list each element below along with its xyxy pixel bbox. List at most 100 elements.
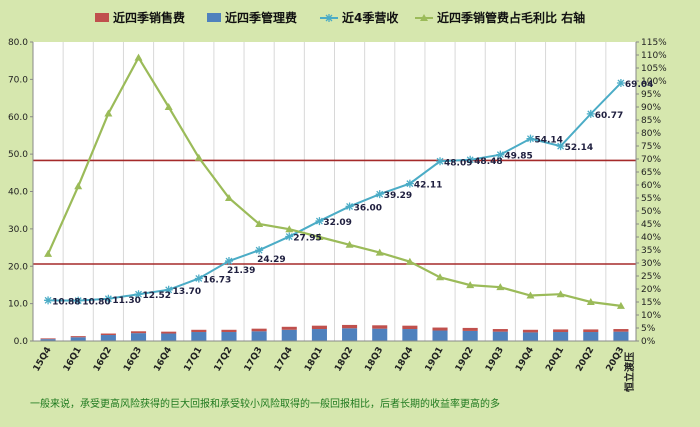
right-axis-tick-label: 0% (641, 337, 656, 347)
bar-management (40, 339, 56, 341)
bar-management (462, 330, 478, 341)
x-tick-label: 17Q2 (213, 346, 235, 374)
legend-label: 近四季管理费 (225, 10, 297, 25)
x-tick-label: 20Q1 (544, 346, 566, 374)
bar-sales (342, 324, 358, 329)
revenue-data-label: 60.77 (595, 111, 623, 121)
revenue-data-label: 10.80 (82, 298, 110, 308)
right-axis-tick-label: 60% (641, 181, 661, 191)
revenue-point (164, 285, 173, 294)
footnote: 一般来说，承受更高风险获得的巨大回报和承受较小风险取得的一般回报相比，后者长期的… (30, 397, 500, 410)
bar-sales (583, 329, 599, 333)
ratio-point (345, 240, 354, 248)
right-axis-tick-label: 25% (641, 272, 661, 282)
bar-management (372, 328, 388, 341)
bar-sales (100, 333, 116, 336)
ratio-point (224, 194, 233, 201)
ratio-point (526, 291, 535, 299)
bar-sales (40, 338, 56, 340)
revenue-point (224, 257, 233, 266)
revenue-data-label: 24.29 (257, 255, 285, 265)
x-tick-label: 19Q2 (454, 346, 476, 374)
ratio-point (104, 109, 113, 117)
x-tick-label: 20Q2 (574, 346, 596, 374)
x-tick-label: 19Q3 (484, 346, 506, 374)
ratio-point (164, 103, 173, 110)
bar-sales (311, 325, 327, 330)
bar-management (281, 329, 297, 341)
left-axis-tick-label: 10.0 (8, 300, 28, 310)
revenue-data-label: 13.70 (173, 287, 201, 297)
right-axis-tick-label: 65% (641, 168, 661, 178)
x-tick-label: 17Q3 (243, 346, 265, 374)
bar-management (553, 332, 569, 341)
right-axis-tick-label: 90% (641, 103, 661, 113)
bar-sales (251, 328, 267, 332)
bar-sales (372, 325, 388, 329)
revenue-data-label: 52.14 (565, 143, 593, 153)
right-axis-tick-label: 70% (641, 155, 661, 165)
ratio-point (44, 249, 53, 257)
bar-management (522, 332, 539, 341)
right-axis-tick-label: 45% (641, 220, 661, 230)
revenue-point (104, 294, 113, 303)
x-tick-label: 19Q1 (424, 346, 446, 374)
right-axis-tick-label: 50% (641, 207, 661, 217)
right-axis-tick-label: 55% (641, 194, 661, 204)
legend-item: 近四季销售费 (95, 10, 185, 25)
legend-swatch (95, 13, 109, 22)
x-tick-label: 19Q4 (514, 346, 536, 374)
left-axis-tick-label: 50.0 (8, 150, 28, 160)
right-axis-tick-label: 30% (641, 259, 661, 269)
bar-sales (613, 329, 629, 332)
left-axis-tick-label: 70.0 (8, 75, 28, 85)
revenue-data-label: 39.29 (384, 191, 412, 201)
bar-management (251, 331, 267, 341)
source-label: 恒立渡压 (623, 352, 636, 392)
legend: 近四季销售费 近四季管理费 近4季营收 近四季销管费占毛利比 右轴 (95, 10, 585, 25)
bar-sales (161, 331, 177, 334)
revenue-point (74, 296, 83, 305)
bar-management (342, 328, 358, 341)
revenue-data-label: 12.52 (143, 291, 171, 301)
bar-sales (281, 326, 297, 330)
ratio-point (466, 281, 475, 289)
ratio-point (255, 220, 264, 227)
revenue-point (285, 232, 294, 241)
revenue-data-label: 49.85 (504, 152, 532, 162)
left-axis-tick-label: 60.0 (8, 113, 28, 123)
revenue-data-label: 48.09 (444, 158, 472, 168)
grid (33, 42, 636, 341)
revenue-data-label: 27.95 (293, 234, 321, 244)
x-tick-label: 16Q4 (152, 346, 174, 374)
right-axis-tick-label: 40% (641, 233, 661, 243)
bar-sales (130, 331, 147, 334)
revenue-data-label: 32.09 (323, 218, 351, 228)
revenue-point (526, 134, 535, 143)
right-axis-tick-label: 75% (641, 142, 661, 152)
revenue-data-label: 42.11 (414, 181, 442, 191)
ratio-point (134, 53, 143, 61)
revenue-point (375, 190, 384, 199)
revenue-point (134, 290, 143, 299)
x-tick-label: 18Q1 (303, 346, 325, 374)
revenue-data-label: 69.04 (625, 80, 653, 90)
legend-label: 近四季销管费占毛利比 右轴 (437, 10, 585, 25)
revenue-point (405, 179, 414, 188)
revenue-point (556, 142, 565, 151)
revenue-data-label: 36.00 (354, 203, 382, 213)
revenue-data-label: 48.48 (474, 157, 502, 167)
ratio-point (496, 283, 505, 291)
x-tick-label: 18Q4 (394, 346, 416, 374)
reference-lines (33, 159, 636, 265)
bar-sales (462, 327, 478, 331)
ratio-point (74, 182, 83, 190)
bar-management (130, 333, 147, 341)
revenue-point (255, 246, 264, 255)
x-tick-label: 17Q4 (273, 346, 295, 374)
right-axis-tick-label: 105% (641, 64, 667, 74)
x-tick-label: 16Q2 (92, 346, 114, 374)
ratio-line (47, 55, 622, 307)
